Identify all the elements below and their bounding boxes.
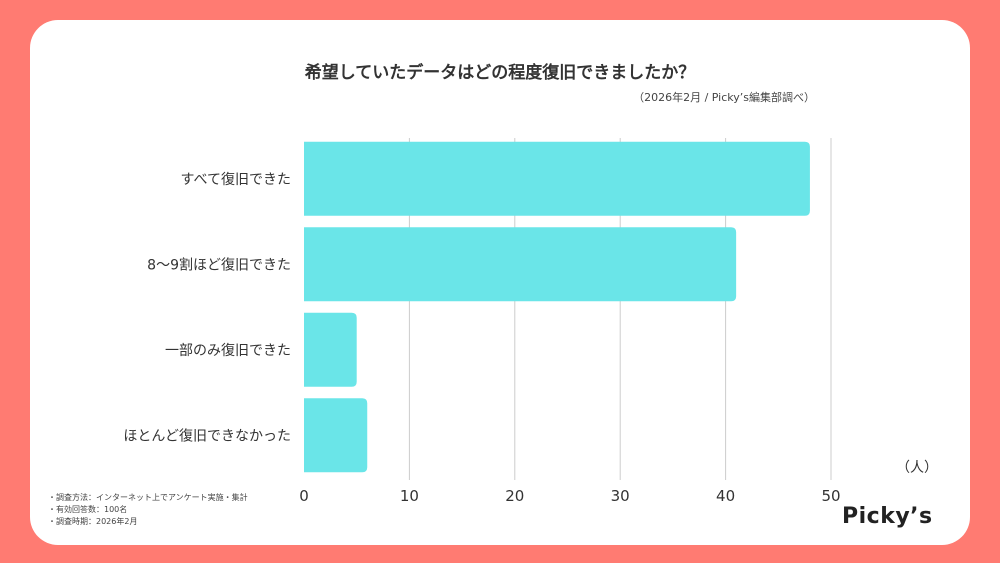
bar [304,141,810,216]
survey-notes: ・調査方法：インターネット上でアンケート実施・集計 ・有効回答数：100名 ・調… [48,492,248,528]
x-tick-label: 10 [400,487,419,505]
category-label: 一部のみ復旧できた [165,342,291,359]
note-responses: ・有効回答数：100名 [48,505,128,514]
x-tick-label: 20 [505,487,524,505]
chart-title: 希望していたデータはどの程度復旧できましたか？ [304,63,696,83]
chart-subtitle: （2026年2月 / Picky’s編集部調べ） [633,91,815,104]
x-tick-label: 50 [821,487,840,505]
category-label: 8〜9割ほど復旧できた [147,256,291,273]
x-tick-label: 30 [611,487,630,505]
bar [304,312,357,387]
category-label: すべて復旧できた [181,171,291,188]
bar [304,398,368,473]
x-axis-unit: （人） [896,460,938,476]
note-method: ・調査方法：インターネット上でアンケート実施・集計 [48,493,248,502]
x-tick-label: 40 [716,487,735,505]
note-period: ・調査時期：2026年2月 [48,517,138,526]
category-label: ほとんど復旧できなかった [123,427,291,444]
x-tick-label: 0 [299,487,309,505]
bar [304,227,737,302]
picky-s-logo: Picky’s [842,504,933,529]
